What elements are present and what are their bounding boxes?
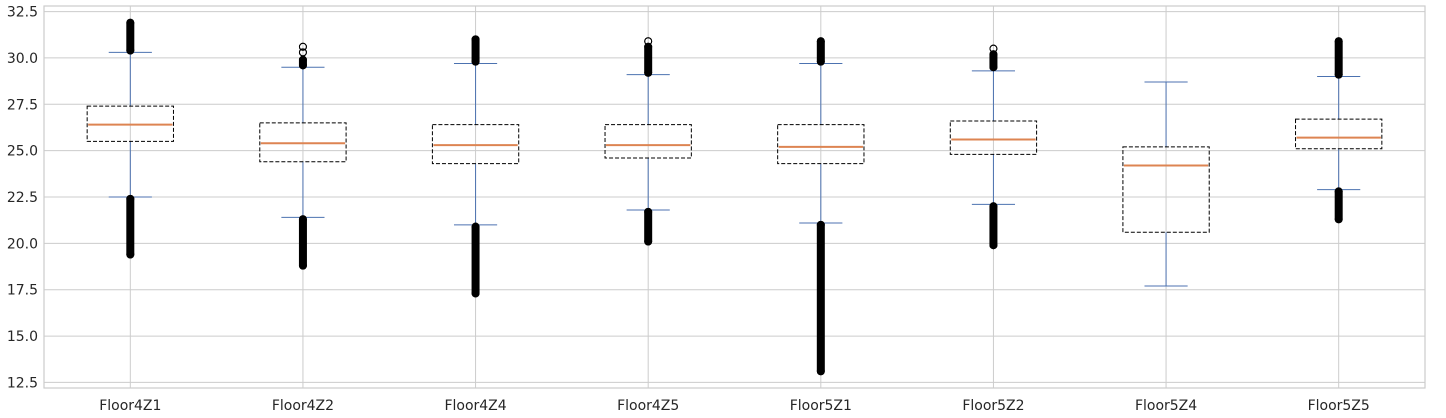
upper-outliers-point xyxy=(644,68,653,77)
y-tick-label: 20.0 xyxy=(7,236,38,252)
y-tick-labels: 12.5 15.0 17.5 20.0 22.5 25.0 27.5 30.0 32.5 xyxy=(7,5,38,392)
iqr-box xyxy=(1122,146,1210,233)
upper-outliers-point xyxy=(1334,37,1343,46)
lower-outliers-point xyxy=(1334,187,1343,196)
y-tick-label: 12.5 xyxy=(7,375,38,391)
y-tick-label: 17.5 xyxy=(7,283,38,299)
box-Floor5Z4 xyxy=(1122,81,1210,287)
x-tick-label: Floor4Z1 xyxy=(99,398,161,414)
upper-outliers-point xyxy=(989,44,998,53)
lower-outliers-point xyxy=(126,194,135,203)
lower-outliers-point xyxy=(298,261,307,270)
box-Floor4Z1 xyxy=(86,18,174,259)
iqr-box xyxy=(949,120,1038,155)
x-tick-label: Floor4Z4 xyxy=(444,398,506,414)
lower-outliers-point xyxy=(644,207,653,216)
boxes-layer xyxy=(86,18,1383,376)
iqr-box xyxy=(431,124,520,165)
iqr-box xyxy=(259,122,347,163)
upper-outliers-point xyxy=(989,63,998,72)
y-tick-label: 15.0 xyxy=(7,329,38,345)
iqr-box xyxy=(604,124,692,159)
y-tick-label: 30.0 xyxy=(7,51,38,67)
x-tick-labels: Floor4Z1 Floor4Z2 Floor4Z4 Floor4Z5 Floor5Z1… xyxy=(99,398,1370,414)
y-tick-label: 25.0 xyxy=(7,144,38,160)
upper-outliers-point xyxy=(1334,70,1343,79)
lower-outliers-point xyxy=(989,241,998,250)
lower-outliers-point xyxy=(989,202,998,211)
x-tick-label: Floor5Z4 xyxy=(1135,398,1197,414)
lower-outliers-point xyxy=(471,289,480,298)
lower-outliers-point xyxy=(816,220,825,229)
lower-outliers-point xyxy=(644,237,653,246)
x-tick-label: Floor5Z1 xyxy=(790,398,852,414)
lower-outliers-point xyxy=(126,250,135,259)
x-tick-label: Floor5Z5 xyxy=(1308,398,1370,414)
lower-outliers-point xyxy=(471,222,480,231)
iqr-box xyxy=(777,124,865,165)
upper-outliers-point xyxy=(816,37,825,46)
upper-outliers-point xyxy=(126,46,135,55)
upper-outliers-point xyxy=(989,50,998,59)
upper-outliers-point xyxy=(471,57,480,66)
box-Floor5Z1 xyxy=(777,37,865,376)
y-tick-label: 22.5 xyxy=(7,190,38,206)
box-Floor5Z2 xyxy=(949,44,1038,250)
box-Floor5Z5 xyxy=(1295,37,1383,224)
upper-outliers-point xyxy=(816,57,825,66)
lower-outliers-point xyxy=(816,367,825,376)
upper-outliers-point xyxy=(644,37,653,46)
iqr-box xyxy=(86,105,174,142)
x-tick-label: Floor4Z5 xyxy=(617,398,679,414)
upper-outliers-point xyxy=(298,42,307,51)
upper-outliers-point xyxy=(471,35,480,44)
lower-outliers-point xyxy=(1334,215,1343,224)
x-tick-label: Floor5Z2 xyxy=(962,398,1024,414)
upper-outliers-point xyxy=(126,18,135,27)
upper-outliers-point xyxy=(298,48,307,57)
grid-lines xyxy=(44,6,1425,388)
upper-outliers-point xyxy=(298,61,307,70)
box-Floor4Z2 xyxy=(259,42,347,270)
x-tick-label: Floor4Z2 xyxy=(272,398,334,414)
iqr-box xyxy=(1295,118,1383,150)
y-tick-label: 27.5 xyxy=(7,97,38,113)
box-Floor4Z5 xyxy=(604,37,692,246)
lower-outliers-point xyxy=(298,215,307,224)
plot-area-frame xyxy=(43,5,1426,389)
y-tick-label: 32.5 xyxy=(7,5,38,21)
upper-outliers-point xyxy=(644,42,653,51)
box-Floor4Z4 xyxy=(431,35,520,298)
